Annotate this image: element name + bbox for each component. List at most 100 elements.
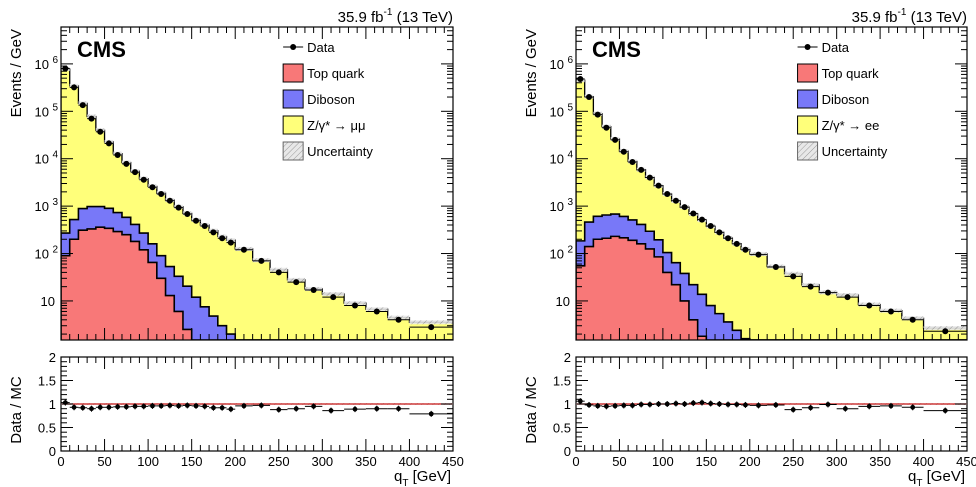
ratio-point	[158, 403, 164, 409]
ratio-point	[80, 405, 86, 411]
data-point	[330, 294, 337, 301]
y-tick-label: 10	[35, 104, 49, 119]
ratio-point	[352, 406, 358, 412]
x-tick-label: 0	[57, 454, 64, 469]
data-point	[594, 111, 601, 118]
data-point	[123, 160, 130, 167]
ratio-point	[756, 403, 761, 408]
ratio-y-tick-label: 2	[564, 350, 571, 365]
lumi-value: 35.9 fb	[852, 9, 898, 26]
ratio-y-axis-title: Data / MC	[523, 376, 540, 444]
y-tick-label-exp: 4	[567, 150, 573, 161]
ratio-point	[708, 401, 714, 406]
data-point	[373, 308, 380, 315]
legend-label: Top quark	[307, 66, 365, 81]
data-point	[690, 210, 697, 217]
data-point	[240, 246, 247, 253]
ratio-point	[664, 401, 670, 407]
legend-label: Data	[822, 40, 850, 55]
ratio-point	[241, 403, 247, 409]
x-tick-label: 450	[956, 454, 976, 469]
uncertainty-band	[322, 292, 345, 297]
data-point	[193, 217, 200, 224]
ratio-point	[89, 406, 94, 412]
data-point	[166, 197, 173, 204]
legend-swatch	[282, 63, 304, 83]
ratio-point	[743, 402, 748, 408]
top-quark-stack	[576, 236, 967, 340]
x-axis-title-main: q	[394, 468, 402, 485]
y-tick-label-exp: 6	[52, 55, 58, 66]
data-point	[755, 251, 762, 258]
x-axis-title-unit: [GeV]	[922, 468, 965, 485]
ratio-point	[586, 402, 592, 408]
legend-swatch	[797, 115, 819, 135]
ratio-point	[311, 403, 317, 409]
data-point	[629, 159, 636, 166]
ratio-point	[115, 404, 121, 410]
uncertainty-band	[923, 326, 967, 331]
lumi-exponent: -1	[898, 7, 907, 18]
cms-label: CMS	[592, 37, 641, 62]
data-point	[310, 287, 317, 294]
data-point	[681, 204, 688, 211]
ratio-point	[141, 403, 147, 409]
y-tick-label: 10	[550, 57, 564, 72]
ratio-point	[184, 403, 190, 408]
x-tick-label: 200	[224, 454, 246, 469]
ratio-point	[910, 404, 916, 410]
y-tick-label: 10	[550, 247, 564, 262]
y-axis-title: Events / GeV	[8, 29, 25, 117]
y-tick-label-exp: 5	[52, 102, 58, 113]
data-point	[942, 328, 949, 335]
ratio-point	[132, 403, 138, 409]
ratio-point	[647, 402, 653, 407]
y-tick-label-exp: 3	[567, 197, 573, 208]
uncertainty-band	[409, 320, 453, 325]
ratio-point	[123, 404, 129, 410]
ratio-point	[808, 405, 813, 411]
legend-data-marker	[290, 44, 297, 50]
data-point	[603, 124, 610, 131]
ratio-y-tick-label: 2	[49, 350, 56, 365]
legend-label: Z/γ* → ee	[822, 118, 880, 133]
data-point	[114, 151, 121, 158]
lumi-label: 35.9 fb-1 (13 TeV)	[852, 7, 967, 26]
ratio-point	[942, 408, 948, 413]
data-point	[227, 239, 234, 246]
x-tick-label: 250	[782, 454, 804, 469]
y-tick-label-exp: 2	[52, 245, 58, 256]
data-point	[97, 128, 104, 135]
legend-swatch	[797, 63, 819, 83]
ratio-point	[193, 403, 199, 409]
x-tick-label: 50	[97, 454, 111, 469]
data-point	[175, 204, 182, 211]
x-tick-label: 150	[695, 454, 717, 469]
y-tick-label: 10	[550, 152, 564, 167]
ratio-point	[825, 402, 831, 407]
ratio-point	[604, 403, 609, 409]
x-tick-label: 150	[181, 454, 203, 469]
ratio-point	[595, 403, 601, 409]
data-point	[258, 257, 265, 264]
ratio-point	[293, 406, 299, 412]
data-point	[790, 273, 797, 280]
data-point	[612, 136, 619, 143]
ratio-point	[656, 401, 661, 407]
x-axis-title-unit: [GeV]	[408, 468, 451, 485]
data-point	[132, 169, 139, 176]
legend-swatch	[282, 115, 304, 135]
ratio-point	[790, 407, 796, 413]
data-point	[824, 289, 831, 296]
data-point	[620, 148, 627, 155]
legend-swatch-hatch	[797, 141, 819, 161]
y-tick-label: 10	[35, 57, 49, 72]
ratio-point	[97, 404, 103, 410]
ratio-point	[888, 403, 894, 409]
legend-swatch	[797, 89, 819, 109]
legend-label: Data	[307, 40, 335, 55]
y-axis-title: Events / GeV	[523, 29, 540, 117]
